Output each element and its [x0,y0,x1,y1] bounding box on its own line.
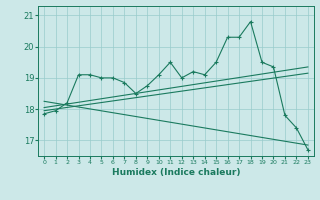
X-axis label: Humidex (Indice chaleur): Humidex (Indice chaleur) [112,168,240,177]
